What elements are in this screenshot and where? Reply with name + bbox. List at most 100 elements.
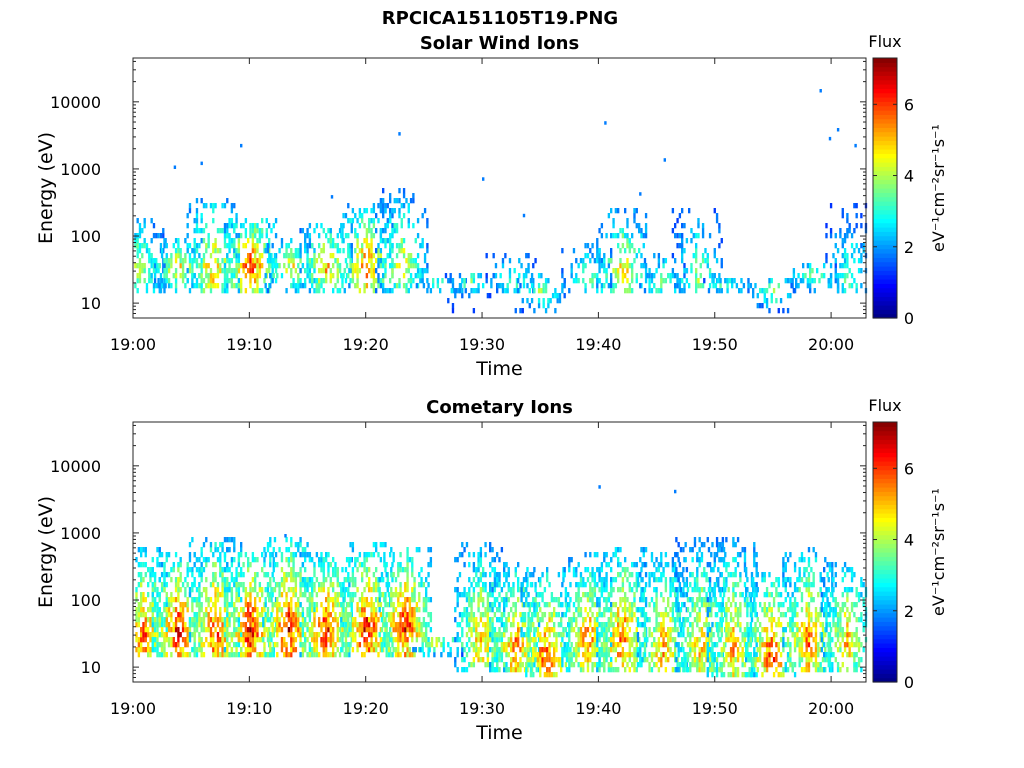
flux-cell — [351, 273, 355, 279]
flux-cell — [163, 258, 166, 264]
flux-cell — [475, 582, 478, 588]
flux-cell — [655, 612, 658, 618]
flux-cell — [363, 567, 366, 573]
flux-cell — [517, 577, 520, 583]
flux-cell — [269, 597, 272, 603]
flux-cell — [170, 567, 173, 573]
flux-cell — [235, 268, 238, 274]
flux-cell — [823, 263, 826, 269]
flux-cell — [411, 612, 414, 618]
flux-cell — [510, 622, 513, 628]
flux-cell — [221, 647, 224, 653]
flux-cell — [158, 263, 161, 269]
flux-cell — [386, 587, 389, 593]
flux-cell — [216, 273, 220, 279]
flux-cell — [621, 662, 625, 668]
flux-cell — [655, 652, 658, 658]
flux-cell — [258, 238, 262, 244]
flux-cell — [699, 283, 702, 289]
flux-cell — [470, 582, 473, 588]
flux-cell — [470, 597, 473, 603]
flux-cell — [273, 642, 277, 648]
flux-cell — [290, 622, 293, 628]
flux-cell — [653, 642, 656, 648]
flux-cell — [249, 562, 252, 568]
flux-cell — [456, 587, 459, 593]
flux-cell — [200, 213, 203, 219]
flux-cell — [853, 203, 856, 209]
flux-cell — [591, 637, 594, 643]
flux-cell — [522, 273, 526, 279]
flux-cell — [202, 253, 206, 259]
flux-cell — [351, 592, 355, 598]
flux-cell — [387, 617, 391, 623]
flux-cell — [468, 587, 471, 593]
flux-cell — [249, 612, 252, 618]
flux-cell — [456, 602, 459, 608]
flux-cell — [276, 597, 279, 603]
flux-cell — [560, 667, 563, 673]
flux-cell — [263, 278, 266, 284]
flux-cell — [419, 273, 422, 279]
flux-cell — [577, 642, 580, 648]
flux-cell — [341, 627, 344, 633]
flux-cell — [644, 602, 648, 608]
flux-cell — [560, 617, 563, 623]
flux-cell — [244, 263, 248, 269]
flux-cell — [308, 233, 312, 239]
flux-cell — [624, 607, 627, 613]
flux-cell — [521, 612, 524, 618]
flux-cell — [401, 607, 405, 613]
flux-cell — [332, 238, 335, 244]
flux-cell — [271, 602, 274, 608]
flux-cell — [422, 622, 426, 628]
flux-cell — [269, 542, 272, 548]
flux-cell — [230, 238, 234, 244]
flux-cell — [607, 607, 611, 613]
flux-cell — [404, 642, 407, 648]
flux-cell — [850, 273, 854, 279]
flux-cell — [247, 562, 250, 568]
flux-cell — [318, 557, 321, 563]
flux-cell — [193, 238, 196, 244]
flux-cell — [510, 647, 513, 653]
flux-cell — [841, 253, 844, 259]
flux-cell — [671, 273, 675, 279]
flux-cell — [320, 587, 323, 593]
colorbar-segment — [873, 157, 897, 163]
flux-cell — [156, 263, 159, 269]
flux-cell — [202, 228, 206, 234]
flux-cell — [269, 273, 272, 279]
flux-cell — [416, 218, 420, 224]
flux-cell — [368, 228, 371, 234]
flux-cell — [543, 602, 547, 608]
flux-cell — [336, 622, 339, 628]
flux-cell — [429, 288, 433, 294]
flux-cell — [465, 652, 469, 658]
flux-cell — [640, 567, 643, 573]
flux-cell — [405, 268, 408, 274]
flux-cell — [379, 637, 383, 643]
flux-cell — [575, 582, 578, 588]
flux-cell — [565, 607, 569, 613]
flux-cell — [297, 283, 300, 289]
flux-cell — [233, 652, 236, 658]
flux-cell — [579, 258, 583, 264]
flux-cell — [172, 642, 175, 648]
flux-cell — [619, 597, 622, 603]
flux-cell — [422, 632, 426, 638]
flux-cell — [461, 552, 464, 558]
flux-cell — [486, 597, 490, 603]
flux-cell — [313, 263, 316, 269]
flux-cell — [209, 273, 213, 279]
flux-cell — [465, 622, 469, 628]
flux-cell — [338, 288, 342, 294]
flux-cell — [370, 233, 373, 239]
flux-cell — [140, 637, 143, 643]
flux-cell — [325, 607, 328, 613]
flux-cell — [219, 612, 222, 618]
flux-cell — [313, 617, 316, 623]
flux-cell — [628, 288, 631, 294]
flux-cell — [563, 567, 566, 573]
flux-cell — [237, 597, 241, 603]
